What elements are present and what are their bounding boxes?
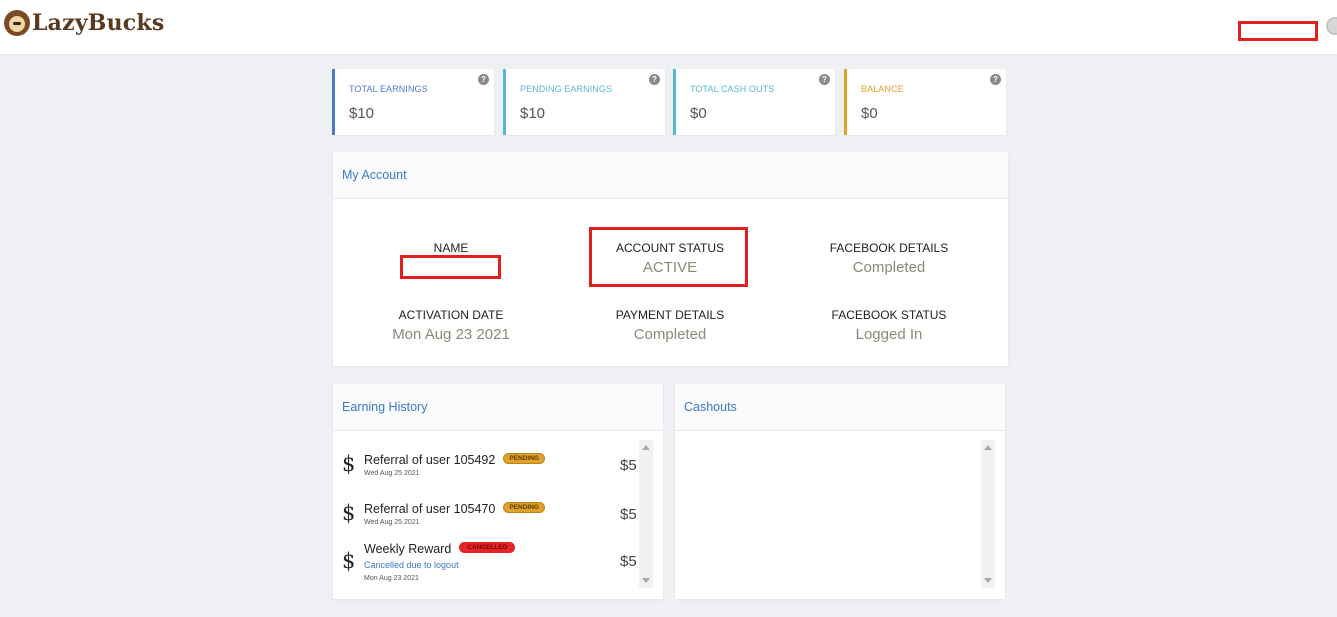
stat-value: $10 bbox=[520, 105, 546, 122]
earning-title: Weekly Reward CANCELLED bbox=[364, 542, 516, 556]
payment-details-value: Completed bbox=[633, 326, 707, 343]
payment-details-label: PAYMENT DETAILS bbox=[615, 308, 725, 322]
brand-name: LazyBucks bbox=[32, 10, 165, 36]
my-account-panel: My Account NAME ACCOUNT STATUS ACTIVE FA… bbox=[333, 152, 1008, 366]
panel-title: Earning History bbox=[333, 384, 663, 431]
status-badge: PENDING bbox=[503, 502, 545, 514]
earning-history-scrollbar[interactable] bbox=[639, 440, 653, 588]
earning-date: Wed Aug 25 2021 bbox=[364, 470, 420, 477]
stat-label: TOTAL EARNINGS bbox=[349, 84, 428, 94]
top-header: LazyBucks bbox=[0, 0, 1337, 54]
redacted-name-value bbox=[400, 255, 501, 279]
stat-card-pending-earnings: PENDING EARNINGS $10 ? bbox=[503, 69, 665, 135]
payment-details: PAYMENT DETAILS Completed bbox=[560, 308, 780, 343]
help-icon[interactable]: ? bbox=[819, 74, 830, 85]
brand-logo[interactable]: LazyBucks bbox=[4, 10, 164, 36]
facebook-status-label: FACEBOOK STATUS bbox=[831, 308, 947, 322]
scroll-down-arrow-icon[interactable] bbox=[984, 578, 992, 583]
help-icon[interactable]: ? bbox=[478, 74, 489, 85]
panel-title: Cashouts bbox=[675, 384, 1005, 431]
earning-amount: $5 bbox=[620, 457, 637, 474]
facebook-details: FACEBOOK DETAILS Completed bbox=[779, 241, 999, 276]
cashouts-scrollbar[interactable] bbox=[981, 440, 995, 588]
stat-label: BALANCE bbox=[861, 84, 904, 94]
earning-title-text: Referral of user 105492 bbox=[364, 453, 496, 467]
earning-history-panel: Earning History $ Referral of user 10549… bbox=[333, 384, 663, 599]
account-status-label: ACCOUNT STATUS bbox=[615, 241, 724, 255]
stat-value: $0 bbox=[861, 105, 878, 122]
earning-amount: $5 bbox=[620, 553, 637, 570]
help-icon[interactable]: ? bbox=[990, 74, 1001, 85]
facebook-details-value: Completed bbox=[852, 259, 926, 276]
earning-title-text: Referral of user 105470 bbox=[364, 502, 496, 516]
earning-title-text: Weekly Reward bbox=[364, 542, 452, 556]
earning-date: Wed Aug 25 2021 bbox=[364, 519, 420, 526]
dollar-icon: $ bbox=[342, 549, 356, 573]
panel-title: My Account bbox=[333, 152, 1008, 199]
name-label: NAME bbox=[433, 241, 469, 255]
dollar-icon: $ bbox=[342, 452, 356, 476]
scroll-up-arrow-icon[interactable] bbox=[642, 445, 650, 450]
activation-date: ACTIVATION DATE Mon Aug 23 2021 bbox=[341, 308, 561, 343]
sloth-logo-icon bbox=[4, 10, 30, 36]
activation-date-value: Mon Aug 23 2021 bbox=[392, 326, 510, 343]
earning-amount: $5 bbox=[620, 506, 637, 523]
earning-title: Referral of user 105492 PENDING bbox=[364, 453, 545, 467]
status-badge: PENDING bbox=[503, 453, 545, 465]
account-status-value: ACTIVE bbox=[642, 259, 698, 276]
account-status-highlight bbox=[589, 227, 748, 287]
stat-card-total-earnings: TOTAL EARNINGS $10 ? bbox=[332, 69, 494, 135]
redacted-username[interactable] bbox=[1238, 21, 1318, 41]
stat-label: PENDING EARNINGS bbox=[520, 84, 613, 94]
stat-card-total-cash-outs: TOTAL CASH OUTS $0 ? bbox=[673, 69, 835, 135]
activation-date-label: ACTIVATION DATE bbox=[398, 308, 504, 322]
account-status: ACCOUNT STATUS ACTIVE bbox=[560, 241, 780, 276]
stat-value: $0 bbox=[690, 105, 707, 122]
stat-label: TOTAL CASH OUTS bbox=[690, 84, 775, 94]
dollar-icon: $ bbox=[342, 501, 356, 525]
earning-date: Mon Aug 23 2021 bbox=[364, 575, 419, 582]
earning-note-link[interactable]: Cancelled due to logout bbox=[364, 560, 459, 570]
earning-title: Referral of user 105470 PENDING bbox=[364, 502, 545, 516]
cashouts-panel: Cashouts bbox=[675, 384, 1005, 599]
account-name: NAME bbox=[341, 241, 561, 255]
stat-card-balance: BALANCE $0 ? bbox=[844, 69, 1006, 135]
stat-value: $10 bbox=[349, 105, 375, 122]
avatar[interactable] bbox=[1326, 17, 1337, 35]
scroll-down-arrow-icon[interactable] bbox=[642, 578, 650, 583]
status-badge: CANCELLED bbox=[459, 542, 516, 554]
facebook-details-label: FACEBOOK DETAILS bbox=[829, 241, 949, 255]
scroll-up-arrow-icon[interactable] bbox=[984, 445, 992, 450]
facebook-status-value: Logged In bbox=[855, 326, 923, 343]
help-icon[interactable]: ? bbox=[649, 74, 660, 85]
facebook-status: FACEBOOK STATUS Logged In bbox=[779, 308, 999, 343]
